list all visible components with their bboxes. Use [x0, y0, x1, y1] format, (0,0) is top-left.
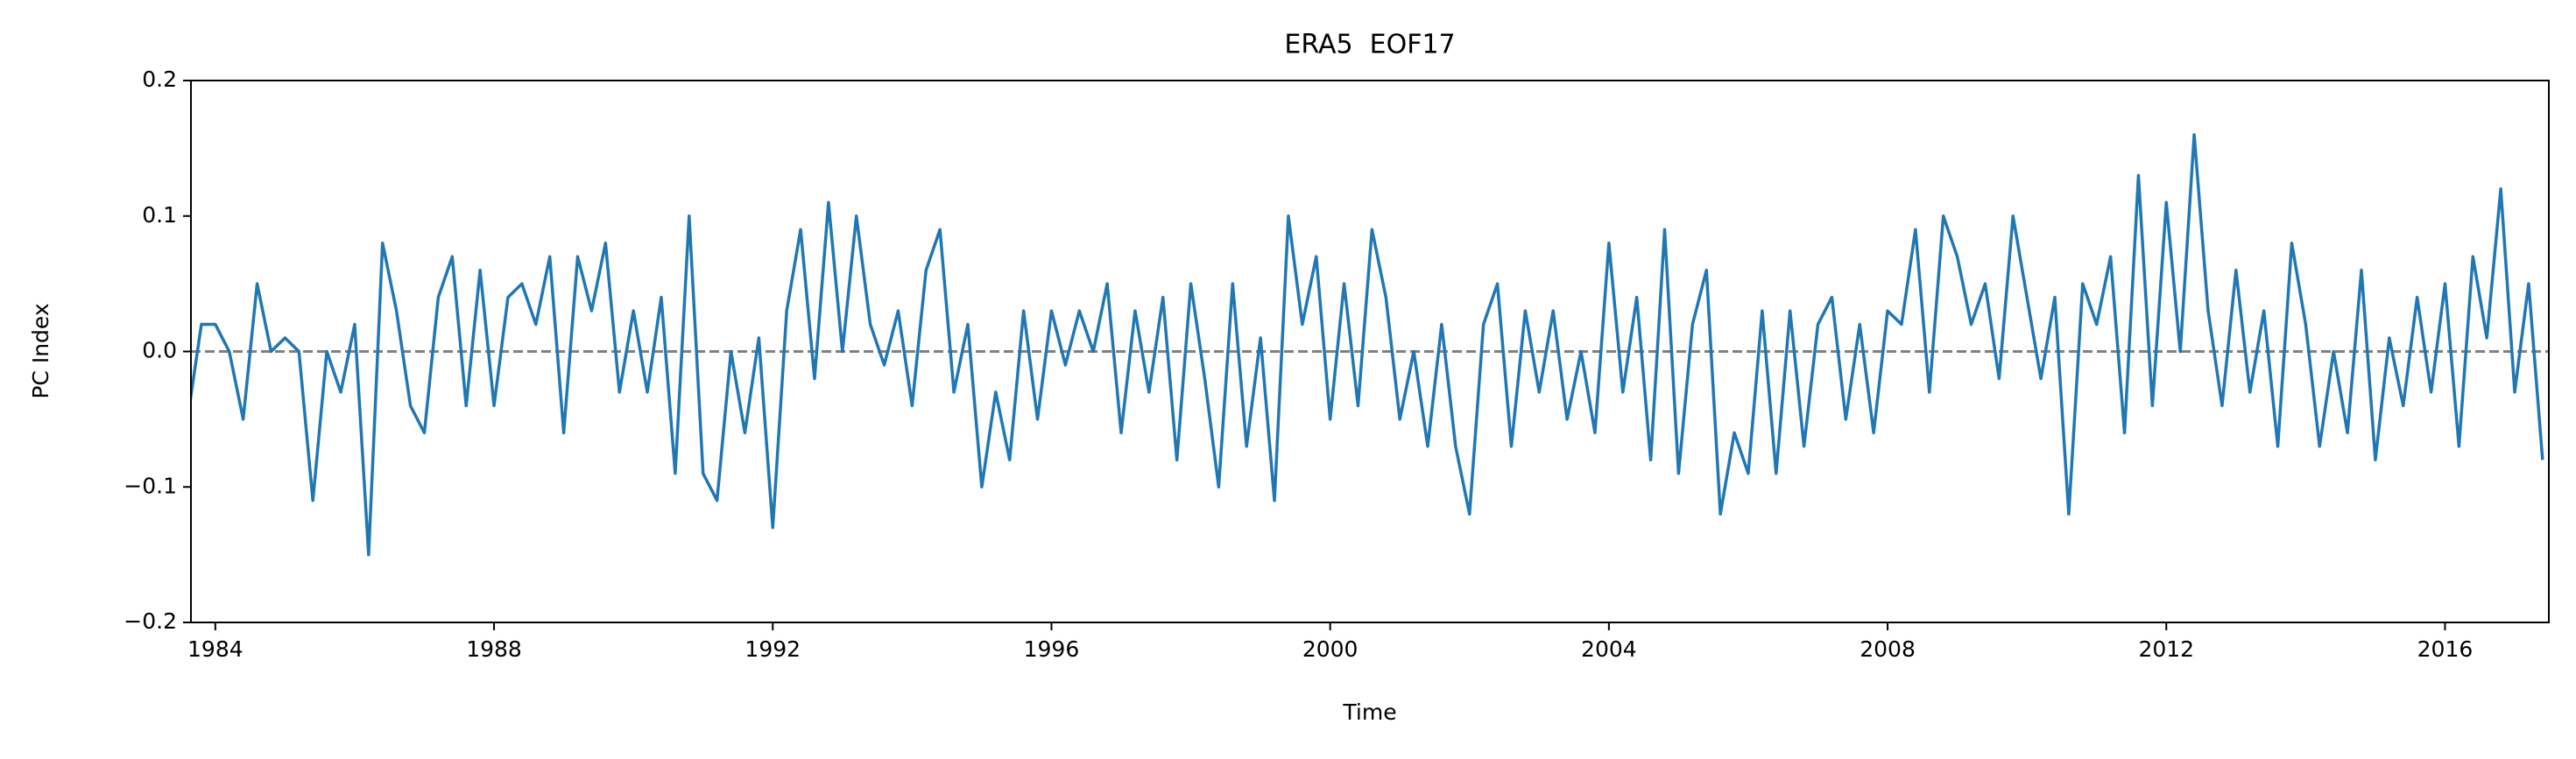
- y-tick-label: 0.1: [142, 202, 177, 228]
- x-tick-label: 1992: [745, 636, 801, 662]
- y-tick-label: 0.2: [142, 67, 177, 92]
- y-axis-label: PC Index: [28, 303, 53, 398]
- y-tick-label: −0.1: [124, 473, 177, 498]
- y-tick-label: 0.0: [142, 338, 177, 363]
- x-tick-label: 2012: [2138, 636, 2194, 662]
- x-tick-label: 1988: [466, 636, 522, 662]
- x-tick-label: 1996: [1024, 636, 1080, 662]
- x-tick-label: 2016: [2417, 636, 2474, 662]
- x-tick-label: 2000: [1302, 636, 1359, 662]
- x-tick-label: 2008: [1860, 636, 1916, 662]
- x-tick-label: 1984: [187, 636, 243, 662]
- data-line: [191, 133, 2544, 557]
- x-axis-label: Time: [1342, 699, 1396, 725]
- plot-frame: [190, 80, 2550, 623]
- y-tick-label: −0.2: [124, 608, 177, 634]
- chart-title: ERA5 EOF17: [1284, 30, 1455, 60]
- x-tick-label: 2004: [1581, 636, 1637, 662]
